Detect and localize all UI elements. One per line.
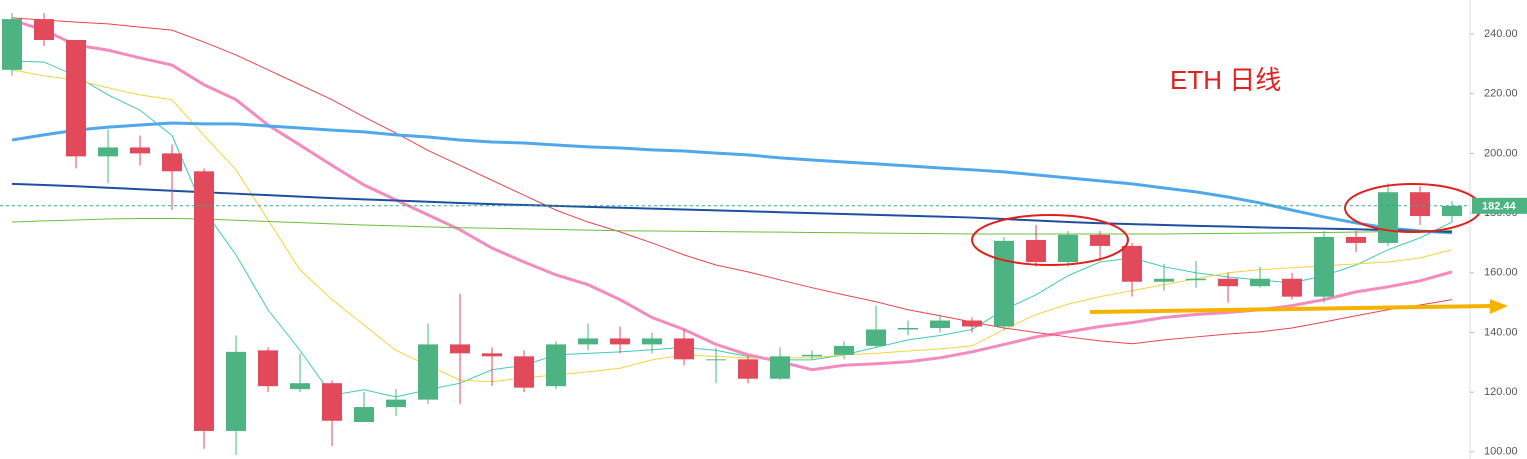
candle-body: [482, 353, 502, 357]
candle-body: [1154, 278, 1174, 282]
candle-body: [1026, 239, 1046, 263]
arrow-shaft: [1089, 304, 1493, 314]
price-tag: [1472, 197, 1527, 214]
candle-body: [546, 344, 566, 387]
moving-average: [11, 182, 1453, 233]
candle-body: [1122, 245, 1142, 282]
y-tick-label: 220.00: [1484, 88, 1518, 100]
candle-body: [162, 153, 182, 172]
candle-body: [34, 19, 54, 40]
candle-body: [130, 147, 150, 154]
y-tick-label: 240.00: [1484, 28, 1518, 40]
candle-body: [898, 327, 918, 330]
candle-body: [674, 338, 694, 360]
candle-body: [2, 19, 22, 70]
candle-body: [194, 171, 214, 431]
candle-body: [386, 399, 406, 408]
candle-body: [802, 354, 822, 357]
y-tick-label: 200.00: [1484, 147, 1518, 159]
candle-body: [770, 356, 790, 379]
candle-body: [706, 359, 726, 361]
candle-body: [322, 383, 342, 421]
candle-body: [866, 329, 886, 346]
candle-body: [450, 344, 470, 354]
candle-body: [962, 320, 982, 327]
candle-body: [578, 338, 598, 345]
candle-body: [834, 345, 854, 355]
candle-body: [418, 344, 438, 400]
moving-average: [11, 121, 1453, 235]
moving-average: [11, 60, 1453, 398]
candle-body: [1346, 236, 1366, 243]
highlight-ellipse: [971, 214, 1129, 266]
y-tick-label: 160.00: [1484, 267, 1518, 279]
candle-body: [1378, 192, 1398, 243]
price-label: 182.44: [1482, 201, 1517, 213]
candle-body: [1282, 278, 1302, 297]
y-tick-label: 120.00: [1484, 386, 1518, 398]
candle-body: [1410, 192, 1430, 217]
candle-body: [1058, 234, 1078, 263]
candle-body: [1250, 278, 1270, 287]
candle-body: [610, 338, 630, 345]
moving-average: [11, 18, 1453, 372]
candle-body: [514, 356, 534, 388]
plot: [2, 13, 1462, 455]
arrow-head: [1490, 299, 1508, 314]
annotation: ETH 日线: [1170, 65, 1281, 95]
candle-body: [1314, 236, 1334, 297]
moving-average: [11, 217, 1453, 235]
candle-body: [994, 240, 1014, 327]
y-tick-label: 140.00: [1484, 326, 1518, 338]
candle-body: [258, 350, 278, 387]
candle-body: [930, 320, 950, 328]
candle-body: [1186, 278, 1206, 281]
y-tick-label: 100.00: [1484, 446, 1518, 458]
candle-body: [738, 359, 758, 379]
candle-body: [226, 351, 246, 431]
candle-body: [290, 383, 310, 390]
candle-body: [1218, 278, 1238, 287]
candle-body: [98, 147, 118, 157]
candle-body: [642, 338, 662, 345]
candle-body: [1090, 234, 1110, 246]
candle-body: [1442, 205, 1462, 217]
candle-body: [66, 39, 86, 157]
moving-average: [11, 17, 1453, 345]
candle-body: [354, 407, 374, 422]
